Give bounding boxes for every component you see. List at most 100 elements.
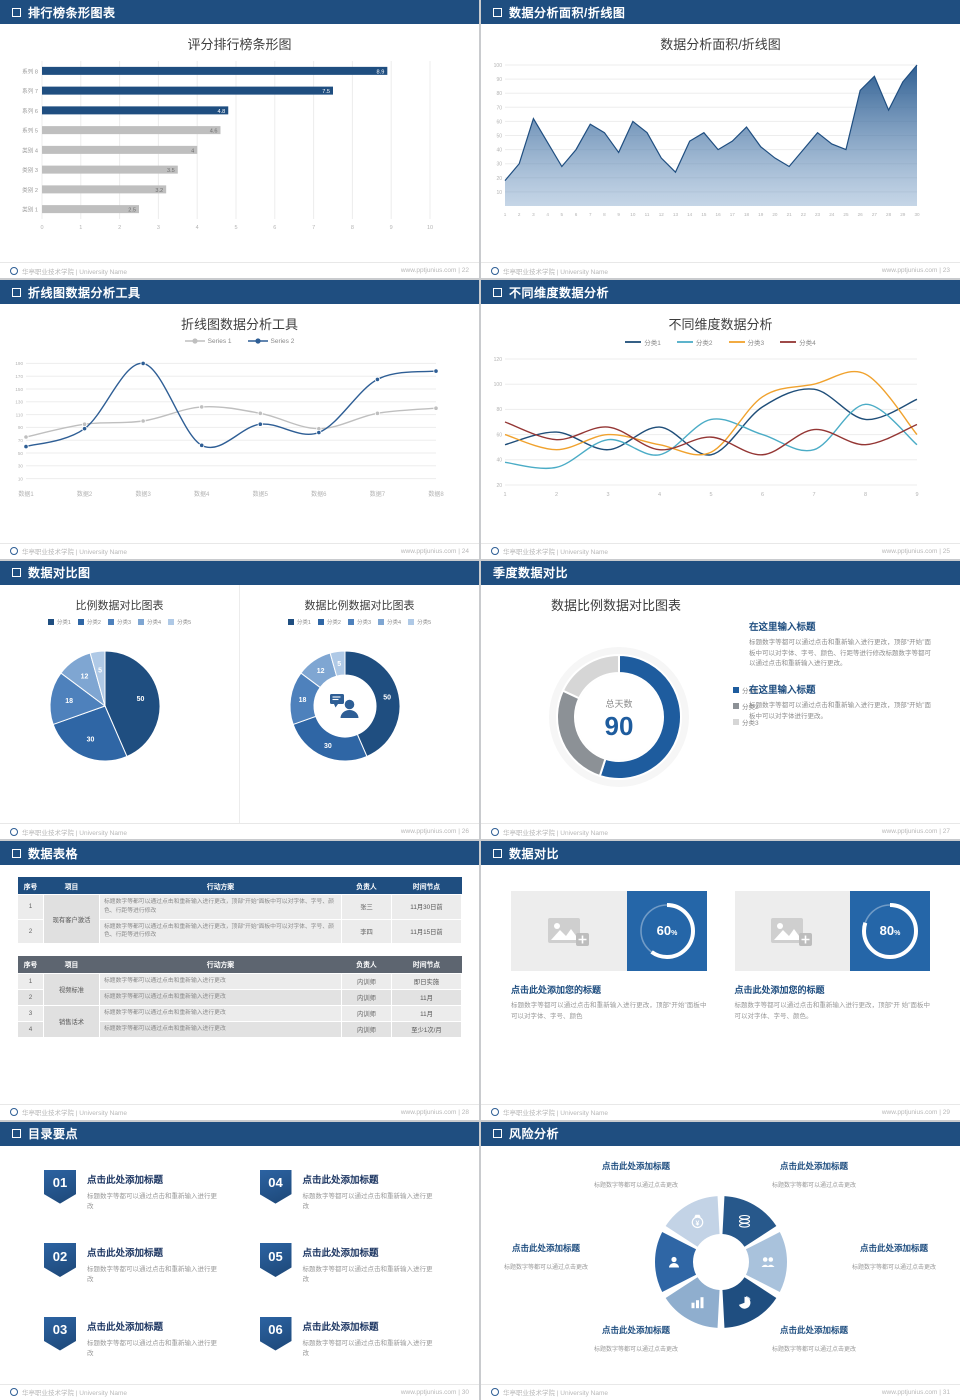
slide-header-title: 排行榜条形图表 bbox=[28, 4, 116, 21]
square-icon bbox=[12, 8, 21, 17]
svg-text:5: 5 bbox=[709, 492, 712, 498]
site-url: www.pptjunius.com bbox=[401, 267, 457, 274]
svg-text:20: 20 bbox=[496, 176, 502, 182]
cell-plan: 标题数字等都可以通过点击和重新输入进行更改，顶部“开始”面板中可以对字体、字号、… bbox=[100, 919, 342, 943]
table-row: 1 视频标准 标题数字等都可以通过点击和重新输入进行更改 内训师 即日实施 bbox=[18, 973, 462, 989]
page-number: 22 bbox=[456, 267, 469, 274]
legend-item: 分类3 bbox=[108, 618, 131, 626]
slide-header-title: 季度数据对比 bbox=[493, 564, 568, 581]
svg-text:4.6: 4.6 bbox=[210, 129, 218, 135]
cell-plan: 标题数字等都可以通过点击和重新输入进行更改，顶部“开始”面板中可以对字体、字号、… bbox=[100, 895, 342, 919]
legend-item: 分类3 bbox=[348, 618, 371, 626]
svg-text:7: 7 bbox=[589, 212, 592, 217]
slide-header-title: 数据对比 bbox=[509, 845, 559, 862]
svg-text:3: 3 bbox=[606, 492, 609, 498]
svg-text:30: 30 bbox=[324, 743, 332, 750]
svg-text:4.8: 4.8 bbox=[217, 109, 225, 115]
slide-quarter-compare[interactable]: 季度数据对比 数据比例数据对比图表 总天数90 分类1分类2分类3 在这里输入标… bbox=[481, 561, 960, 839]
slide-data-tables[interactable]: 数据表格 序号 项目 行动方案 负责人 时间节点 1 现有客户激活 标题数字等都… bbox=[0, 841, 479, 1119]
slide-footer: 华亭职业技术学院 | University Name www.pptjunius… bbox=[0, 543, 479, 559]
col-header: 时间节点 bbox=[392, 956, 462, 974]
slide-header-title: 数据表格 bbox=[28, 845, 78, 862]
svg-text:6: 6 bbox=[273, 225, 276, 231]
svg-text:12: 12 bbox=[659, 212, 665, 217]
slide-header: 折线图数据分析工具 bbox=[0, 280, 479, 304]
slide-header: 数据对比图 bbox=[0, 561, 479, 585]
slide-body: 数据分析面积/折线图 10203040506070809010012345678… bbox=[481, 24, 960, 262]
table-row: 3 销售话术 标题数字等都可以通过点击和重新输入进行更改 内训师 11月 bbox=[18, 1005, 462, 1021]
svg-text:21: 21 bbox=[787, 212, 793, 217]
chart-title: 不同维度数据分析 bbox=[481, 314, 960, 333]
slide-body: 比例数据对比图表 分类1分类2分类3分类4分类5 503018125 数据比例数… bbox=[0, 585, 479, 823]
svg-text:10: 10 bbox=[18, 477, 24, 482]
svg-text:7: 7 bbox=[812, 492, 815, 498]
slide-header-title: 数据对比图 bbox=[28, 564, 91, 581]
slide-risk-analysis[interactable]: 风险分析 ¥ 点击此处添加标题标题数字等都可以通过点击更改 点击此处添加标题标题… bbox=[481, 1122, 960, 1400]
university-logo bbox=[10, 828, 18, 836]
legend-item: 分类5 bbox=[408, 618, 431, 626]
risk-label: 点击此处添加标题标题数字等都可以通过点击更改 bbox=[729, 1324, 899, 1357]
svg-text:系列 6: 系列 6 bbox=[22, 107, 38, 115]
legend-item: 分类2 bbox=[318, 618, 341, 626]
chart-legend: 分类1分类2分类3分类4 bbox=[481, 337, 960, 347]
line-chart: 1030507090110130150170190数据1数据2数据3数据4数据5… bbox=[0, 349, 479, 504]
svg-text:4: 4 bbox=[196, 225, 199, 231]
university-logo bbox=[491, 828, 499, 836]
big-donut-chart: 总天数90 bbox=[501, 621, 741, 818]
toc-body: 标题数字等都可以通过点击和重新输入进行更改 bbox=[303, 1263, 436, 1283]
university-name: 华亭职业技术学院 | University Name bbox=[503, 1387, 608, 1397]
svg-text:170: 170 bbox=[15, 374, 23, 379]
slide-header: 排行榜条形图表 bbox=[0, 0, 479, 24]
svg-text:8: 8 bbox=[864, 492, 867, 498]
svg-text:19: 19 bbox=[758, 212, 764, 217]
svg-text:数据5: 数据5 bbox=[253, 490, 269, 498]
university-logo bbox=[10, 1108, 18, 1116]
svg-text:17: 17 bbox=[730, 212, 736, 217]
slide-header: 风险分析 bbox=[481, 1122, 960, 1146]
slide-header-title: 不同维度数据分析 bbox=[509, 284, 609, 301]
slide-pie-donut[interactable]: 数据对比图 比例数据对比图表 分类1分类2分类3分类4分类5 503018125… bbox=[0, 561, 479, 839]
university-name: 华亭职业技术学院 | University Name bbox=[503, 1107, 608, 1117]
cell-time: 11月 bbox=[392, 1005, 462, 1021]
cell-owner: 张三 bbox=[342, 895, 392, 919]
cell-time: 至少1次/月 bbox=[392, 1021, 462, 1037]
svg-text:12: 12 bbox=[317, 668, 325, 675]
svg-text:数据6: 数据6 bbox=[311, 490, 327, 498]
cell-plan: 标题数字等都可以通过点击和重新输入进行更改 bbox=[100, 1005, 342, 1021]
svg-text:23: 23 bbox=[815, 212, 821, 217]
slide-header-title: 数据分析面积/折线图 bbox=[509, 4, 625, 21]
legend-item: 分类1 bbox=[48, 618, 71, 626]
slide-progress-compare[interactable]: 数据对比 60% 点击此处添加您的标题 标题数字等都可以通过点击和重新输入进行更… bbox=[481, 841, 960, 1119]
slide-line-tool[interactable]: 折线图数据分析工具 折线图数据分析工具 Series 1Series 2 103… bbox=[0, 280, 479, 558]
cell-project: 现有客户激活 bbox=[44, 895, 100, 944]
svg-text:100: 100 bbox=[494, 63, 503, 69]
slide-body: 01 点击此处添加标题标题数字等都可以通过点击和重新输入进行更改 02 点击此处… bbox=[0, 1146, 479, 1384]
svg-text:30: 30 bbox=[87, 736, 95, 743]
svg-text:90: 90 bbox=[18, 426, 24, 431]
svg-text:2.5: 2.5 bbox=[128, 208, 136, 214]
chart-title: 数据分析面积/折线图 bbox=[481, 34, 960, 53]
svg-text:类别 2: 类别 2 bbox=[22, 186, 38, 194]
svg-text:150: 150 bbox=[15, 387, 23, 392]
svg-text:9: 9 bbox=[617, 212, 620, 217]
cell-owner: 李四 bbox=[342, 919, 392, 943]
svg-text:2: 2 bbox=[518, 212, 521, 217]
svg-text:120: 120 bbox=[494, 357, 503, 363]
svg-text:4: 4 bbox=[191, 148, 194, 154]
slide-multi-line[interactable]: 不同维度数据分析 不同维度数据分析 分类1分类2分类3分类4 204060801… bbox=[481, 280, 960, 558]
square-icon bbox=[12, 568, 21, 577]
svg-text:数据7: 数据7 bbox=[370, 490, 386, 498]
svg-text:类别 4: 类别 4 bbox=[22, 146, 38, 154]
ranking-bar-chart: 012345678910系列 88.9系列 77.5系列 64.8系列 54.6… bbox=[0, 57, 479, 238]
cell-time: 11月15日前 bbox=[392, 919, 462, 943]
university-logo bbox=[491, 1108, 499, 1116]
slide-toc[interactable]: 目录要点 01 点击此处添加标题标题数字等都可以通过点击和重新输入进行更改 02… bbox=[0, 1122, 479, 1400]
svg-text:20: 20 bbox=[772, 212, 778, 217]
slide-body: 60% 点击此处添加您的标题 标题数字等都可以通过点击和重新输入进行更改，顶部“… bbox=[481, 865, 960, 1103]
slide-ranking-bar[interactable]: 排行榜条形图表 评分排行榜条形图 012345678910系列 88.9系列 7… bbox=[0, 0, 479, 278]
university-logo bbox=[10, 1388, 18, 1396]
site-url: www.pptjunius.com bbox=[401, 828, 457, 835]
page-number: 23 bbox=[937, 267, 950, 274]
site-url: www.pptjunius.com bbox=[882, 828, 938, 835]
slide-area-chart[interactable]: 数据分析面积/折线图 数据分析面积/折线图 102030405060708090… bbox=[481, 0, 960, 278]
